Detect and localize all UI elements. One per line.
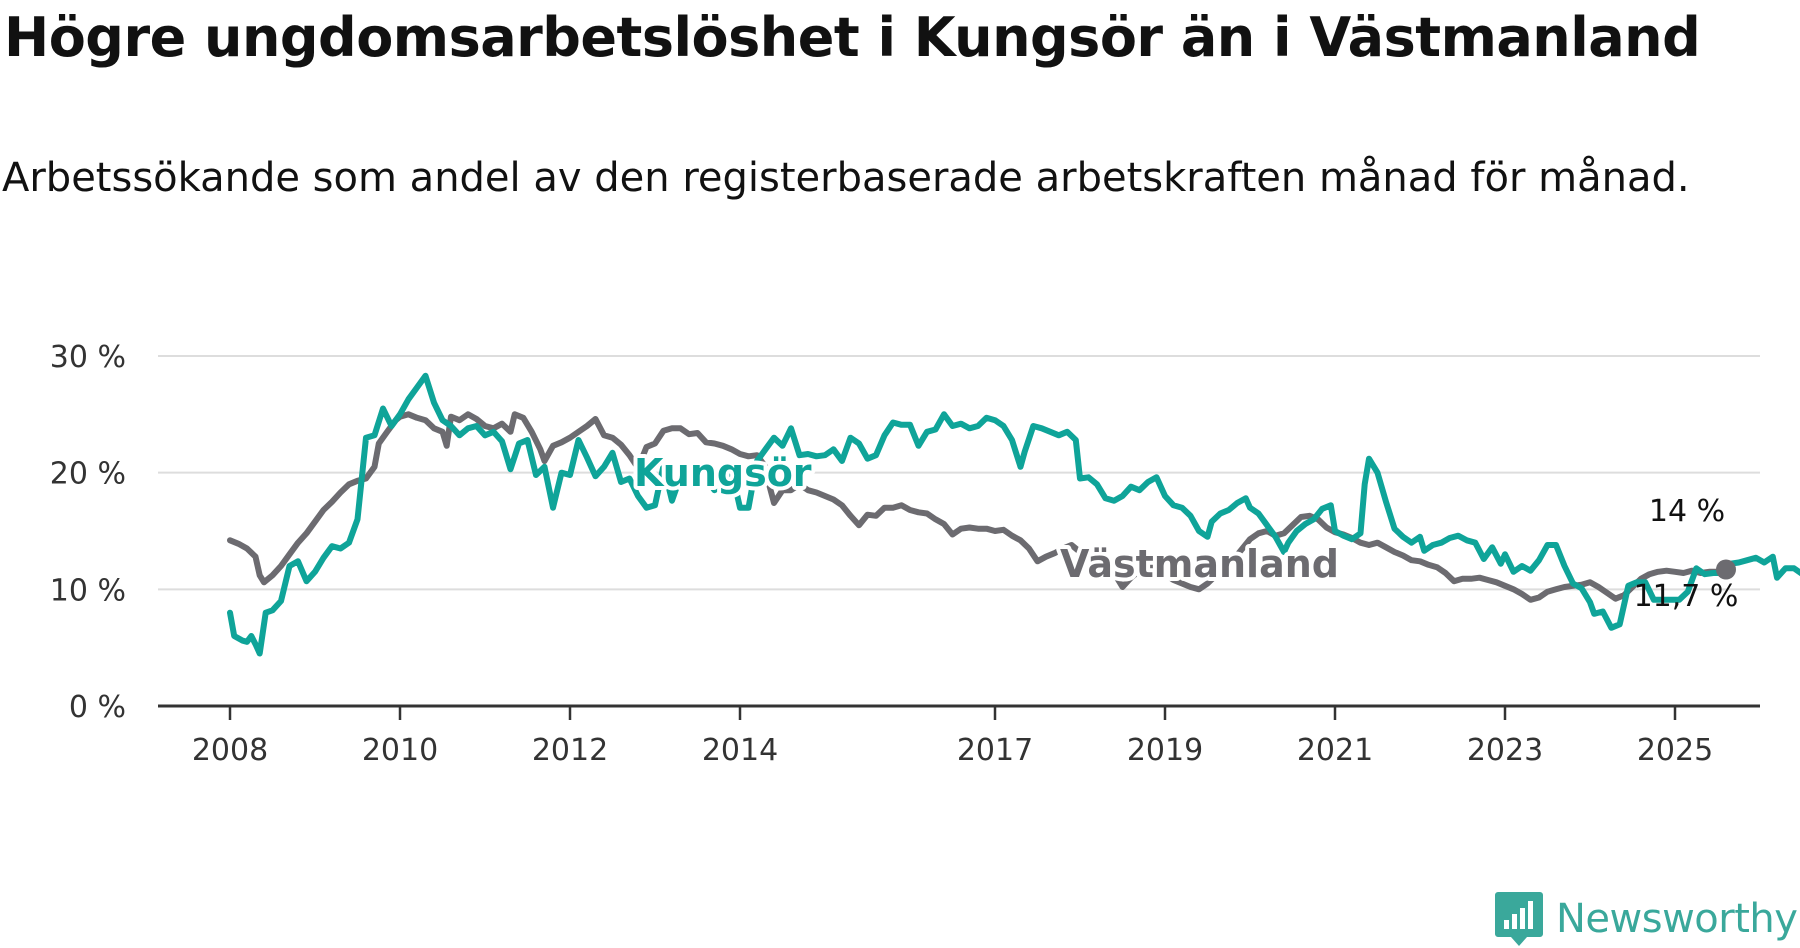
- x-tick-label: 2014: [702, 733, 778, 768]
- y-tick-label: 0 %: [69, 690, 126, 725]
- x-tick-label: 2012: [532, 733, 608, 768]
- series-label-vastmanland: Västmanland: [1060, 542, 1339, 586]
- end-label-vastmanland: 11,7 %: [1634, 579, 1739, 614]
- gridlines: [158, 355, 1760, 708]
- x-tick-label: 2021: [1297, 733, 1373, 768]
- chart-title: Högre ungdomsarbetslöshet i Kungsör än i…: [4, 6, 1701, 69]
- x-tick-label: 2010: [362, 733, 438, 768]
- newsworthy-logo-icon: [1495, 892, 1543, 946]
- newsworthy-logo: Newsworthy: [1494, 890, 1798, 948]
- end-label-kungsor: 14 %: [1649, 494, 1725, 529]
- x-tick-label: 2019: [1127, 733, 1203, 768]
- chart-subtitle: Arbetssökande som andel av den registerb…: [2, 155, 1690, 201]
- end-marker-vastmanland: [1716, 559, 1736, 580]
- series-line-vastmanland: [227, 411, 1729, 603]
- y-tick-label: 30 %: [50, 340, 126, 375]
- x-axis-ticks: 2008 2010 2012 2014 2017 2019 2021 2023 2025: [192, 706, 1713, 768]
- y-axis-ticks: 0 % 10 % 20 % 30 %: [50, 340, 126, 725]
- series-label-kungsor: Kungsör: [634, 451, 812, 495]
- x-tick-label: 2023: [1467, 733, 1543, 768]
- x-tick-label: 2025: [1637, 733, 1713, 768]
- newsworthy-brand-text: Newsworthy: [1556, 896, 1798, 942]
- series-labels: Kungsör Västmanland 14 % 11,7 %: [630, 447, 1739, 614]
- x-tick-label: 2017: [957, 733, 1033, 768]
- series-line-kungsor: [227, 372, 1800, 657]
- x-tick-label: 2008: [192, 733, 268, 768]
- y-tick-label: 10 %: [50, 573, 126, 608]
- y-tick-label: 20 %: [50, 457, 126, 492]
- series-lines: [227, 372, 1800, 657]
